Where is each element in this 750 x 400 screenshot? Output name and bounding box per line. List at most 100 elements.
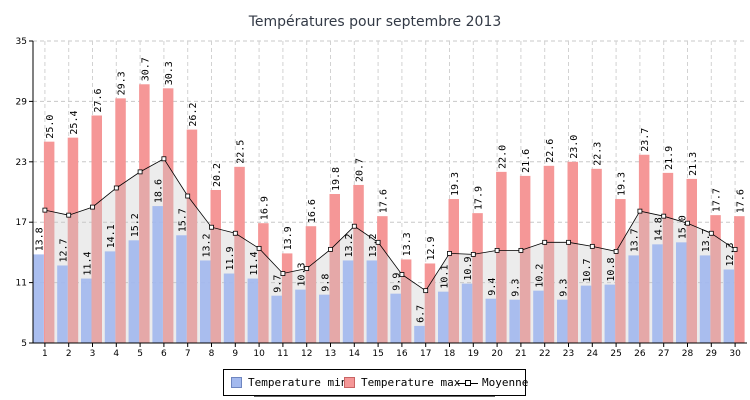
bar-temperature-min (509, 299, 520, 343)
data-label-max: 30.7 (140, 57, 151, 81)
moyenne-point (209, 224, 214, 230)
bar-temperature-max (710, 215, 721, 343)
data-label-min: 14.1 (106, 224, 117, 248)
moyenne-point (589, 243, 595, 249)
data-label-max: 19.8 (331, 167, 342, 191)
data-label-min: 9.4 (487, 278, 498, 296)
data-label-max: 19.3 (616, 172, 627, 196)
data-label-max: 22.3 (593, 142, 604, 166)
bar-temperature-min (699, 255, 711, 343)
legend-swatch-min (231, 377, 242, 388)
data-label-max: 21.9 (664, 146, 675, 170)
data-label-max: 12.9 (426, 236, 437, 260)
bar-temperature-min (152, 206, 163, 343)
bar-temperature-min (366, 260, 378, 343)
data-label-min: 13.8 (35, 227, 46, 251)
bar-temperature-max (353, 184, 364, 343)
data-label-max: 13.3 (402, 232, 413, 256)
bar-temperature-max (734, 216, 745, 343)
bar-temperature-min (104, 251, 116, 343)
bar-temperature-max (472, 213, 483, 343)
y-tick-label: 17 (16, 218, 27, 228)
chart-legend: Temperature min Temperature max Moyenne (223, 369, 528, 396)
data-label-max: 22.6 (545, 139, 556, 163)
bar-temperature-min (295, 289, 306, 343)
legend-item-moyenne: Moyenne (458, 376, 528, 389)
x-tick-label: 23 (563, 349, 574, 359)
x-tick-label: 27 (658, 349, 669, 359)
data-label-min: 11.9 (225, 246, 236, 270)
bar-temperature-max (591, 168, 602, 343)
x-tick-label: 12 (301, 349, 312, 359)
x-tick-label: 4 (113, 349, 119, 359)
bar-temperature-min (319, 294, 330, 343)
data-label-max: 26.2 (188, 103, 199, 127)
moyenne-point (256, 245, 262, 251)
data-label-min: 13.2 (201, 233, 212, 257)
y-tick-label: 29 (16, 97, 28, 107)
moyenne-point (613, 248, 619, 254)
data-label-max: 17.6 (735, 189, 746, 213)
data-label-min: 13.2 (344, 233, 355, 257)
legend-item-max: Temperature max (344, 376, 460, 389)
data-label-min: 12.3 (725, 242, 736, 266)
moyenne-point (518, 247, 524, 253)
x-tick-label: 7 (185, 349, 191, 359)
bar-temperature-max (496, 171, 507, 343)
bar-temperature-min (57, 265, 68, 343)
bar-temperature-min (438, 291, 449, 343)
legend-label-max: Temperature max (361, 376, 461, 389)
data-label-min: 15.7 (178, 208, 189, 232)
y-tick-label: 5 (21, 339, 27, 349)
x-tick-label: 10 (253, 349, 265, 359)
data-label-min: 11.4 (249, 252, 260, 276)
legend-label-moyenne: Moyenne (482, 376, 529, 389)
bar-temperature-min (390, 293, 401, 343)
data-label-min: 10.2 (535, 264, 546, 288)
x-tick-label: 6 (161, 349, 167, 359)
bar-temperature-min (414, 325, 425, 343)
moyenne-point (685, 220, 690, 226)
bar-temperature-max (686, 178, 697, 343)
moyenne-point (447, 251, 452, 256)
moyenne-point (399, 272, 405, 277)
x-tick-label: 3 (90, 349, 96, 359)
bar-temperature-max (162, 88, 174, 344)
x-tick-label: 15 (372, 349, 383, 359)
data-label-max: 16.9 (259, 196, 270, 220)
x-tick-label: 13 (325, 349, 336, 359)
data-label-max: 20.7 (355, 158, 366, 182)
bar-temperature-max (115, 98, 126, 343)
bar-temperature-max (615, 199, 626, 343)
bar-temperature-max (43, 141, 55, 343)
data-label-min: 10.9 (463, 257, 474, 281)
data-label-min: 10.1 (439, 265, 450, 289)
data-label-max: 21.3 (688, 152, 699, 176)
x-tick-label: 9 (232, 349, 238, 359)
bar-temperature-min (81, 278, 92, 343)
moyenne-point (42, 207, 48, 213)
chart-title: Températures pour septembre 2013 (248, 14, 502, 30)
data-label-max: 17.7 (712, 188, 723, 212)
footer-rule (254, 396, 495, 397)
legend-label-min: Temperature min (248, 376, 348, 389)
data-label-min: 9.8 (320, 274, 331, 292)
data-label-min: 12.7 (59, 238, 70, 262)
moyenne-point (494, 247, 500, 253)
bar-temperature-max (543, 165, 555, 343)
moyenne-point (161, 156, 167, 162)
bar-temperature-min (461, 283, 473, 343)
x-tick-label: 1 (42, 349, 48, 359)
bar-temperature-min (342, 260, 354, 343)
data-label-min: 10.3 (296, 263, 307, 287)
x-tick-label: 11 (277, 349, 288, 359)
bar-temperature-max (305, 226, 317, 343)
moyenne-point (113, 185, 119, 191)
moyenne-point (566, 239, 571, 245)
data-label-min: 9.7 (273, 275, 284, 293)
moyenne-line (44, 158, 736, 292)
moyenne-point (661, 213, 667, 219)
data-label-min: 10.8 (606, 258, 617, 282)
moyenne-point (375, 239, 381, 245)
bar-temperature-min (128, 240, 140, 343)
